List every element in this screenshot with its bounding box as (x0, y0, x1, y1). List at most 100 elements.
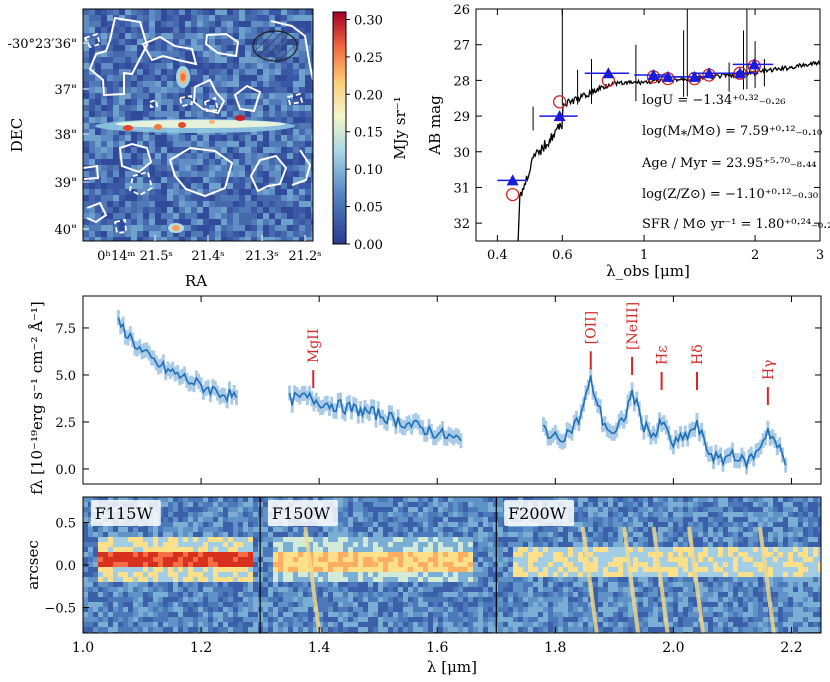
spectrum-line-label: Hγ (761, 359, 777, 380)
dec-tick-label: 37" (54, 83, 77, 98)
spectrum-2d-pixel (148, 587, 153, 592)
spectrum-2d-pixel (413, 577, 418, 582)
image-pixel (167, 105, 173, 111)
spectrum-2d-pixel (178, 592, 183, 597)
spectrum-2d-pixel (178, 517, 183, 522)
spectrum-2d-pixel (763, 592, 768, 597)
image-pixel (107, 93, 113, 99)
spectrum-2d-pixel (93, 562, 98, 567)
image-pixel (173, 159, 179, 165)
image-pixel (101, 159, 107, 165)
image-pixel (95, 27, 101, 33)
spectrum-2d-pixel (383, 507, 388, 512)
spectrum-2d-pixel (583, 587, 588, 592)
image-pixel (293, 111, 299, 117)
spectrum-2d-pixel (518, 597, 523, 602)
spectrum-2d-pixel (773, 582, 778, 587)
spectrum-2d-pixel (368, 497, 373, 502)
spectrum-2d-pixel (658, 497, 663, 502)
spectrum-2d-pixel (698, 577, 703, 582)
image-pixel (233, 189, 239, 195)
image-pixel (101, 141, 107, 147)
image-pixel (239, 57, 245, 63)
spectrum-2d-pixel (498, 597, 503, 602)
spectrum-2d-pixel (373, 557, 378, 562)
sed-ytick-label: 29 (453, 110, 470, 125)
image-pixel (125, 111, 131, 117)
image-pixel (251, 183, 257, 189)
spectrum-2d-pixel (578, 517, 583, 522)
image-pixel (197, 75, 203, 81)
spectrum-2d-pixel (158, 592, 163, 597)
image-pixel (263, 87, 269, 93)
spectrum-2d-pixel (218, 542, 223, 547)
spectrum-2d-pixel (738, 527, 743, 532)
image-pixel (287, 129, 293, 135)
spectrum-2d-pixel (508, 592, 513, 597)
spectrum-2d-pixel (448, 527, 453, 532)
spectrum-2d-pixel (613, 552, 618, 557)
spectrum-line-label: [NeIII] (625, 302, 641, 350)
spectrum-2d-pixel (448, 592, 453, 597)
image-pixel (89, 81, 95, 87)
image-pixel (287, 21, 293, 27)
spectrum-2d-pixel (203, 527, 208, 532)
spectrum-2d-pixel (153, 592, 158, 597)
spectrum-2d-pixel (283, 577, 288, 582)
spectrum-2d-pixel (203, 522, 208, 527)
spectrum-2d-pixel (728, 562, 733, 567)
spectrum-2d-pixel (608, 597, 613, 602)
spectrum-2d-pixel (238, 522, 243, 527)
spectrum-2d-pixel (523, 497, 528, 502)
spectrum-2d-pixel (213, 587, 218, 592)
spectrum-2d-pixel (233, 517, 238, 522)
image-pixel (143, 201, 149, 207)
image-pixel (257, 57, 263, 63)
spectrum-2d-pixel (578, 522, 583, 527)
spectrum-2d-pixel (548, 592, 553, 597)
spectrum-2d-pixel (638, 497, 643, 502)
image-pixel (83, 237, 89, 241)
image-pixel (137, 51, 143, 57)
image-pixel (161, 99, 167, 105)
image-pixel (269, 117, 275, 123)
spectrum-2d-pixel (728, 522, 733, 527)
image-pixel (257, 195, 263, 201)
spectrum-2d-pixel (608, 557, 613, 562)
spectrum-2d-pixel (523, 547, 528, 552)
image-pixel (311, 195, 313, 201)
spectrum-2d-pixel (143, 557, 148, 562)
spectrum-2d-pixel (603, 597, 608, 602)
spectrum-2d-pixel (788, 522, 793, 527)
spectrum-2d-pixel (633, 497, 638, 502)
image-pixel (125, 39, 131, 45)
image-pixel (311, 117, 313, 123)
image-pixel (191, 159, 197, 165)
spectrum-2d-pixel (428, 507, 433, 512)
image-pixel (83, 213, 89, 219)
image-pixel (275, 135, 281, 141)
spectrum-2d-pixel (738, 517, 743, 522)
image-pixel (281, 75, 287, 81)
spectrum-2d-pixel (798, 537, 803, 542)
spectrum-2d-pixel (248, 537, 253, 542)
spectrum-2d-pixel (133, 537, 138, 542)
image-pixel (293, 21, 299, 27)
image-pixel (155, 135, 161, 141)
spectrum-2d-pixel (548, 532, 553, 537)
spectrum-2d-pixel (118, 542, 123, 547)
spectrum-2d-pixel (338, 587, 343, 592)
image-pixel (167, 135, 173, 141)
image-pixel (209, 57, 215, 63)
spectrum-2d-pixel (778, 502, 783, 507)
image-pixel (119, 129, 125, 135)
spectrum-2d-pixel (473, 557, 478, 562)
image-pixel (287, 117, 293, 123)
spectrum-2d-pixel (103, 597, 108, 602)
image-pixel (281, 117, 287, 123)
spectrum-2d-pixel (358, 587, 363, 592)
spectrum-2d-pixel (288, 577, 293, 582)
spectrum-2d-pixel (338, 577, 343, 582)
spectrum-2d-pixel (748, 567, 753, 572)
spectrum-2d-pixel (198, 542, 203, 547)
